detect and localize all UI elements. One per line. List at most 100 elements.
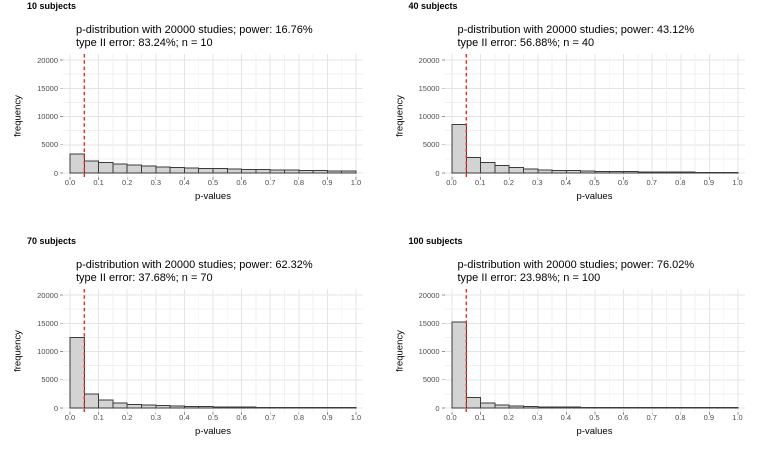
- histogram-bar: [722, 171, 739, 174]
- histogram-bar: [451, 123, 467, 174]
- histogram-bar: [708, 171, 724, 174]
- x-tick-label: 0.5: [589, 413, 600, 422]
- x-tick-label: 0.4: [560, 178, 572, 187]
- y-tick-label: 0: [53, 168, 58, 178]
- histogram-bar: [226, 406, 243, 409]
- histogram-bar: [622, 171, 638, 174]
- histogram-bar: [708, 407, 724, 409]
- histogram-bar: [608, 407, 624, 409]
- histogram-bar: [255, 169, 271, 174]
- histogram-bar: [183, 167, 200, 174]
- histogram-bar: [169, 405, 185, 409]
- histogram-bar: [536, 406, 553, 409]
- x-tick-label: 0.0: [64, 413, 76, 422]
- histogram-bar: [565, 170, 581, 174]
- histogram-bar: [465, 156, 481, 174]
- y-tick-label: 20000: [37, 290, 58, 300]
- x-tick-label: 0.5: [207, 413, 219, 422]
- x-tick-label: 0.4: [560, 413, 572, 422]
- histogram-bar: [298, 169, 314, 174]
- x-tick-label: 0.0: [64, 178, 76, 187]
- gridlines: [63, 289, 363, 412]
- y-tick-label: 5000: [422, 375, 440, 385]
- histogram-plot: [60, 289, 363, 415]
- y-axis-title: frequency: [394, 330, 405, 372]
- histogram-bar: [312, 407, 328, 409]
- x-tick-label: 0.2: [503, 413, 514, 422]
- y-tick-label: 15000: [37, 318, 58, 328]
- x-tick-label: 0.2: [121, 178, 133, 187]
- histogram-bar: [551, 406, 567, 409]
- histogram-bar: [112, 163, 128, 174]
- x-tick-label: 0.6: [236, 178, 247, 187]
- x-tick-label: 0.3: [150, 178, 162, 187]
- histogram-plot: [441, 289, 745, 415]
- x-tick-label: 0.7: [264, 178, 276, 187]
- y-tick-label: 0: [435, 168, 440, 178]
- histogram-bar: [636, 171, 653, 174]
- y-axis-title: frequency: [394, 95, 405, 137]
- histogram-bar: [522, 168, 538, 174]
- y-tick-label: 20000: [418, 290, 440, 300]
- histogram-bar: [608, 171, 624, 174]
- chart-title-line1: p-distribution with 20000 studies; power…: [457, 24, 695, 36]
- histogram-bar: [479, 402, 495, 409]
- axis-ticks: [441, 294, 738, 415]
- histogram-bar: [198, 167, 214, 174]
- x-tick-label: 1.0: [732, 413, 743, 422]
- y-tick-label: 15000: [418, 83, 440, 93]
- histogram-panel: 40 subjects p-distribution with 20000 st…: [382, 0, 763, 235]
- histogram-bar: [565, 406, 581, 409]
- histogram-bars: [451, 123, 739, 174]
- panel-label: 70 subjects: [27, 236, 77, 246]
- y-tick-label: 10000: [418, 347, 440, 356]
- x-tick-label: 0.6: [617, 413, 629, 422]
- histogram-bars: [451, 321, 739, 409]
- axis-ticks: [60, 294, 357, 415]
- histogram-bar: [83, 393, 100, 409]
- x-axis-title: p-values: [576, 191, 613, 202]
- histogram-bar: [284, 406, 300, 409]
- histogram-bar: [508, 167, 524, 174]
- histogram-bar: [579, 170, 595, 174]
- gridlines: [444, 54, 745, 177]
- axis-ticks: [60, 59, 357, 180]
- chart-title-line1: p-distribution with 20000 studies; power…: [76, 259, 313, 271]
- histogram-bar: [312, 170, 328, 174]
- x-axis-title: p-values: [195, 191, 231, 202]
- histogram-bar: [112, 402, 128, 409]
- histogram-bar: [636, 407, 653, 409]
- histogram-bar: [465, 396, 481, 409]
- x-tick-label: 0.6: [617, 178, 629, 187]
- x-tick-label: 0.7: [646, 413, 657, 422]
- histogram-bar: [98, 399, 114, 409]
- x-tick-label: 0.5: [589, 178, 600, 187]
- x-tick-label: 0.4: [179, 413, 190, 422]
- gridlines: [63, 54, 363, 177]
- histogram-bar: [226, 168, 243, 174]
- x-axis-title: p-values: [576, 426, 613, 437]
- histogram-panel: 10 subjects p-distribution with 20000 st…: [0, 0, 382, 235]
- y-tick-label: 10000: [418, 112, 440, 121]
- histogram-bar: [651, 171, 667, 174]
- gridlines: [444, 289, 745, 412]
- y-tick-label: 5000: [41, 140, 58, 150]
- histogram-bar: [451, 321, 467, 409]
- histogram-bar: [255, 406, 271, 409]
- x-tick-label: 0.8: [675, 413, 686, 422]
- y-tick-label: 20000: [37, 55, 58, 65]
- x-tick-label: 0.2: [503, 178, 514, 187]
- histogram-bar: [212, 168, 228, 174]
- x-tick-label: 0.5: [207, 178, 219, 187]
- histogram-bar: [69, 153, 85, 174]
- y-tick-label: 15000: [37, 83, 58, 93]
- histogram-bar: [665, 171, 681, 174]
- y-tick-label: 5000: [41, 375, 58, 385]
- x-tick-label: 0.0: [446, 413, 457, 422]
- histogram-panel: 70 subjects p-distribution with 20000 st…: [0, 235, 382, 470]
- histogram-bar: [241, 406, 257, 409]
- x-tick-label: 0.4: [179, 178, 190, 187]
- histogram-bar: [622, 407, 638, 409]
- y-tick-label: 5000: [422, 140, 440, 150]
